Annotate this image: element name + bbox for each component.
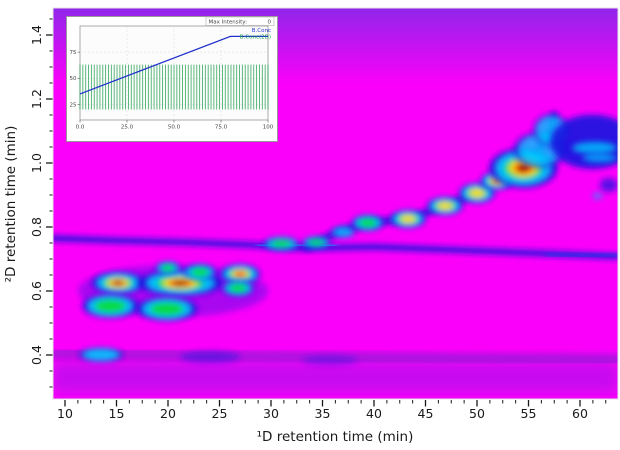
x-tick-label: 10	[57, 406, 73, 421]
x-tick-label: 60	[572, 406, 588, 421]
peak-blob	[459, 183, 495, 204]
inset-x-tick-label: 25.0	[121, 125, 134, 131]
x-axis-label: ¹D retention time (min)	[257, 429, 414, 445]
x-tick-label: 35	[315, 406, 331, 421]
peak-blob	[82, 294, 139, 319]
peak-blob	[92, 272, 145, 294]
y-tick-label: 1.2	[29, 89, 44, 109]
peak-blob	[351, 214, 384, 231]
x-tick-label: 15	[109, 406, 125, 421]
peak-blob	[427, 196, 464, 215]
heatmap-layers: 10 15 20 25 30 35 40 45 50 55 60 0.4 0.6 0.8 1.0 1.2 1.4	[29, 7, 619, 421]
peak-blob	[183, 264, 216, 281]
inset-comb-series	[79, 64, 269, 110]
inset-y-tick-label: 50	[70, 76, 77, 82]
peak-blob	[220, 264, 261, 285]
bottom-purple-band	[53, 347, 618, 365]
x-tick-label: 45	[418, 406, 434, 421]
inset-legend-entry: B.Conc	[252, 28, 271, 34]
ridge-right-widen	[544, 249, 618, 261]
x-tick-label: 20	[160, 406, 176, 421]
peak-blob	[389, 210, 426, 228]
y-tick-label: 0.8	[29, 217, 44, 237]
peak-blob	[568, 140, 618, 155]
peak-blob	[599, 178, 618, 193]
inset-x-tick-label: 75.0	[215, 125, 228, 131]
x-tick-label: 50	[469, 406, 485, 421]
peak-blob	[592, 192, 603, 200]
peak-blob	[136, 296, 197, 321]
peak-blob	[79, 347, 124, 362]
peak-blob	[579, 152, 618, 163]
inset-legend-entry: B.Conc(2D)	[240, 35, 271, 41]
inset-readout-value: 0	[268, 20, 272, 26]
inset-line-series	[79, 35, 268, 95]
y-tick-label: 1.4	[29, 25, 44, 45]
inset-x-tick-label: 100	[263, 125, 274, 131]
peak-blob	[331, 226, 356, 239]
y-tick-label: 0.4	[29, 345, 44, 365]
peak-blob	[302, 236, 331, 249]
peak-blob	[263, 236, 300, 251]
inset-readout-box	[205, 16, 275, 26]
peak-blob	[180, 350, 241, 363]
gradient-program-inset: 0.0 25.0 50.0 75.0 100 25 50 75 Max Intensity: 0 B…	[66, 16, 278, 142]
y-axis-label: ²D retention time (min)	[3, 126, 19, 283]
x-tick-label: 55	[521, 406, 537, 421]
y-tick-label: 0.6	[29, 281, 44, 301]
x-tick-label: 30	[263, 406, 279, 421]
peak-blob	[156, 261, 180, 275]
peak-blob	[222, 280, 255, 297]
peak-blob	[301, 355, 358, 366]
inset-x-tick-label: 50.0	[168, 125, 181, 131]
inset-readout-label: Max Intensity:	[209, 20, 248, 26]
y-tick-label: 1.0	[29, 153, 44, 173]
heatmap-canvas	[53, 8, 618, 399]
inset-y-tick-label: 75	[70, 50, 77, 56]
inset-y-tick-label: 25	[70, 102, 77, 108]
x-tick-label: 25	[212, 406, 228, 421]
inset-x-tick-label: 0.0	[76, 125, 85, 131]
x-tick-label: 40	[366, 406, 382, 421]
inset-layers: 0.0 25.0 50.0 75.0 100 25 50 75 Max Intensity: 0 B…	[66, 16, 278, 142]
